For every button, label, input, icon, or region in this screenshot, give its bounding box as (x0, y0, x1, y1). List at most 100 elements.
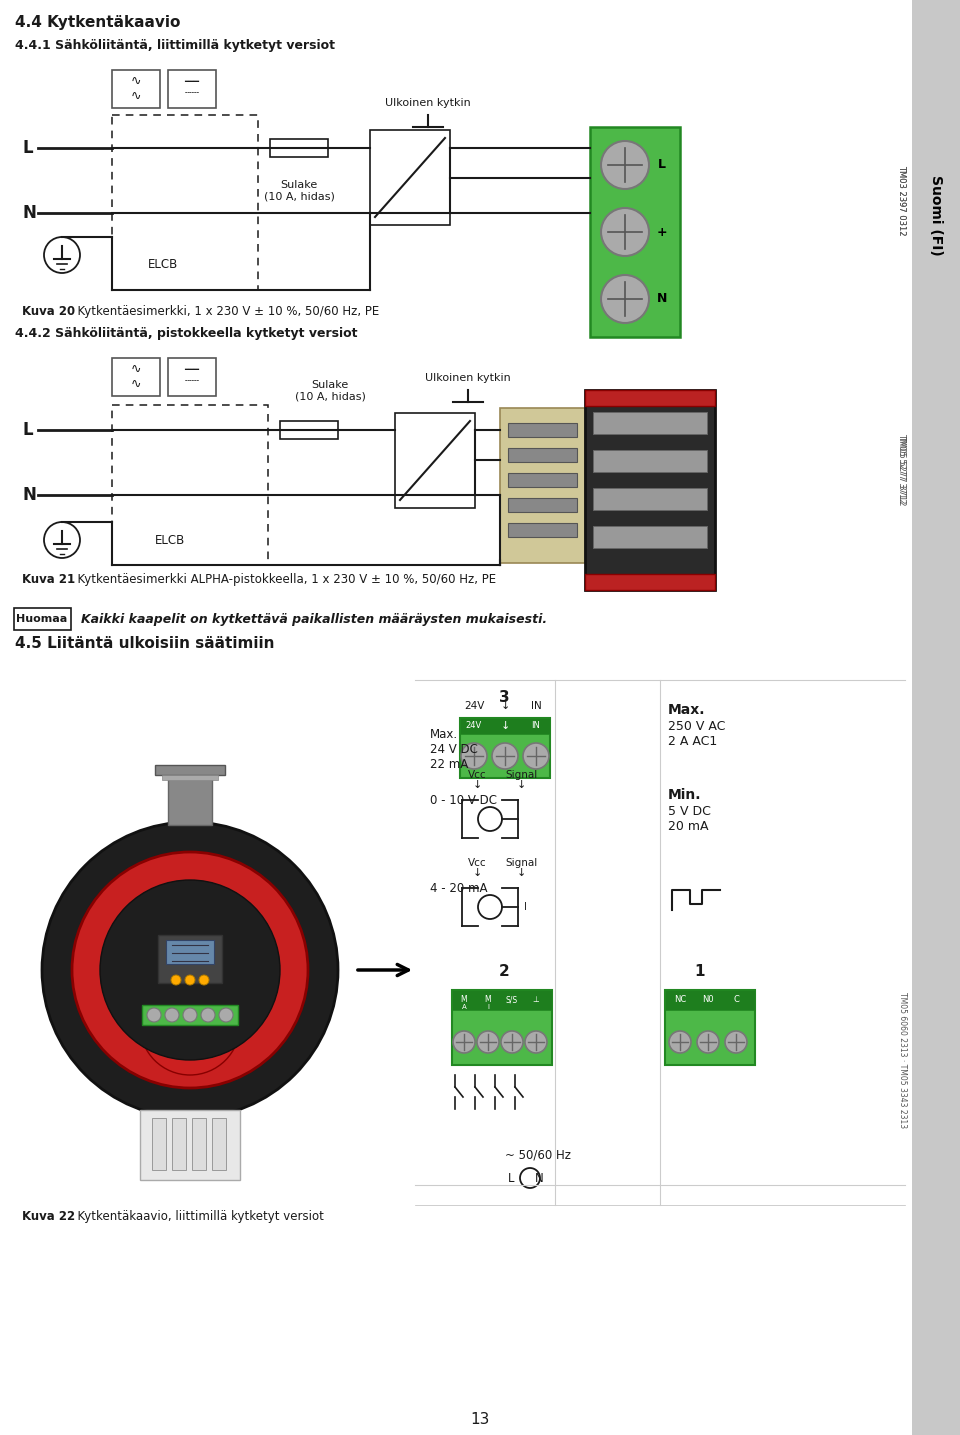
Bar (585, 574, 715, 590)
Text: TM05 5277 3712: TM05 5277 3712 (898, 435, 906, 505)
Circle shape (601, 276, 649, 323)
Text: ━━━: ━━━ (184, 366, 200, 375)
Text: N: N (22, 486, 36, 504)
Text: 0 - 10 V DC: 0 - 10 V DC (430, 794, 497, 806)
Circle shape (219, 1007, 233, 1022)
Text: L: L (22, 139, 33, 156)
Text: N: N (657, 293, 667, 306)
Bar (168, 70, 216, 108)
Text: +: + (657, 225, 667, 238)
Text: M: M (461, 996, 468, 1004)
Bar (508, 423, 577, 438)
Circle shape (601, 208, 649, 255)
Circle shape (165, 1007, 179, 1022)
Text: Signal: Signal (505, 771, 538, 781)
Text: Kuva 21: Kuva 21 (22, 573, 75, 585)
Circle shape (100, 880, 280, 1060)
Circle shape (477, 1030, 499, 1053)
Bar (172, 1118, 186, 1170)
Text: ↓: ↓ (472, 868, 482, 878)
Bar (212, 1118, 226, 1170)
Bar (508, 448, 577, 462)
Text: ╌╌╌: ╌╌╌ (184, 88, 200, 96)
Text: N0: N0 (702, 996, 714, 1004)
Text: ~ 50/60 Hz: ~ 50/60 Hz (505, 1148, 571, 1161)
Text: Vcc: Vcc (468, 771, 487, 781)
Text: ↓: ↓ (500, 702, 510, 710)
Text: Max.: Max. (668, 703, 706, 718)
Text: Signal: Signal (505, 858, 538, 868)
Text: ∿
∿: ∿ ∿ (131, 363, 141, 390)
Bar (168, 357, 216, 396)
Bar (585, 390, 715, 406)
Text: ↓: ↓ (472, 781, 482, 791)
Text: ELCB: ELCB (148, 258, 179, 271)
Bar (112, 357, 160, 396)
Text: ∿
∿: ∿ ∿ (131, 75, 141, 103)
Circle shape (201, 1007, 215, 1022)
Bar (460, 718, 550, 778)
Text: I: I (487, 1004, 489, 1010)
Circle shape (72, 852, 308, 1088)
Text: ↓: ↓ (500, 720, 510, 730)
Bar (192, 1118, 206, 1170)
Bar (452, 990, 552, 1010)
Text: ↓: ↓ (516, 781, 526, 791)
Text: Huomaa: Huomaa (16, 614, 67, 624)
Bar (585, 390, 715, 590)
Circle shape (523, 743, 549, 769)
Circle shape (725, 1030, 747, 1053)
Circle shape (42, 822, 338, 1118)
Text: TM05 5277 3712: TM05 5277 3712 (898, 433, 906, 504)
Text: L: L (22, 420, 33, 439)
Text: ↓: ↓ (516, 868, 526, 878)
Bar (168, 771, 212, 825)
Text: L: L (658, 158, 666, 172)
Text: Ulkoinen kytkin: Ulkoinen kytkin (425, 373, 511, 383)
Text: ⊥: ⊥ (533, 996, 540, 1004)
Text: Ulkoinen kytkin: Ulkoinen kytkin (385, 98, 470, 108)
Circle shape (601, 141, 649, 189)
Bar (452, 990, 552, 1065)
Circle shape (453, 1030, 475, 1053)
Text: A: A (462, 1004, 467, 1010)
Text: 24V: 24V (464, 702, 484, 710)
Bar (593, 527, 707, 548)
Bar (112, 115, 258, 290)
Bar (665, 990, 755, 1065)
Bar (155, 765, 225, 775)
Text: 4.5 Liitäntä ulkoisiin säätimiin: 4.5 Liitäntä ulkoisiin säätimiin (15, 637, 275, 651)
Bar (158, 936, 222, 983)
Text: Kytkentäesimerkki, 1 x 230 V ± 10 %, 50/60 Hz, PE: Kytkentäesimerkki, 1 x 230 V ± 10 %, 50/… (70, 306, 379, 319)
Text: 13: 13 (470, 1412, 490, 1428)
Bar (166, 940, 214, 964)
Text: 5 V DC
20 mA: 5 V DC 20 mA (668, 805, 710, 832)
Text: M: M (485, 996, 492, 1004)
Circle shape (492, 743, 518, 769)
Bar (593, 488, 707, 509)
Text: Min.: Min. (668, 788, 702, 802)
Text: I: I (524, 903, 527, 913)
Circle shape (525, 1030, 547, 1053)
Text: 4.4.2 Sähköliitäntä, pistokkeella kytketyt versiot: 4.4.2 Sähköliitäntä, pistokkeella kytket… (15, 327, 357, 340)
Bar (500, 408, 585, 563)
Text: ELCB: ELCB (155, 534, 185, 547)
Text: Sulake
(10 A, hidas): Sulake (10 A, hidas) (295, 380, 366, 402)
Bar (593, 451, 707, 472)
Text: 1: 1 (695, 964, 706, 980)
Circle shape (147, 1007, 161, 1022)
Bar (152, 1118, 166, 1170)
Bar (508, 522, 577, 537)
Text: 2: 2 (498, 964, 510, 980)
Text: TM05 6060 2313 · TM05 3343 2313: TM05 6060 2313 · TM05 3343 2313 (898, 992, 906, 1128)
Bar (280, 420, 338, 439)
Bar (142, 1004, 238, 1025)
Circle shape (501, 1030, 523, 1053)
Text: 24V: 24V (466, 722, 482, 730)
Bar (912, 0, 960, 1435)
Text: Vcc: Vcc (468, 858, 487, 868)
Circle shape (697, 1030, 719, 1053)
Bar (593, 412, 707, 433)
Text: Sulake
(10 A, hidas): Sulake (10 A, hidas) (264, 179, 334, 201)
Text: Suomi (FI): Suomi (FI) (929, 175, 943, 255)
